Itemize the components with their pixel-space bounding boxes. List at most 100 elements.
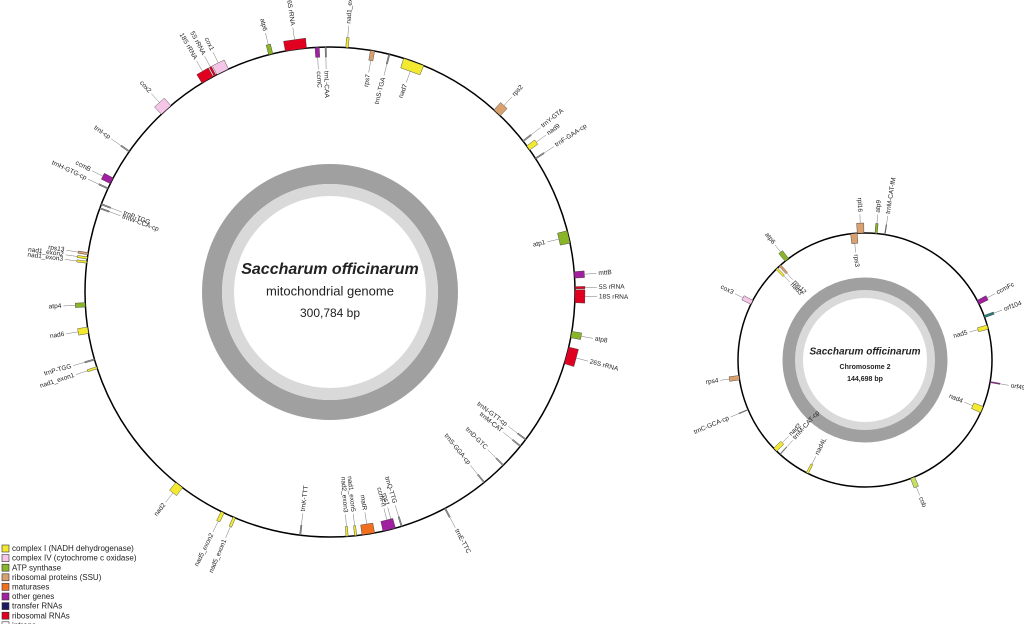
- gene-label: nad1_exon2: [28, 246, 65, 258]
- legend-swatch: [1, 611, 10, 620]
- gene-block: [778, 264, 788, 275]
- gene-block: [353, 525, 357, 536]
- gene-leader: [786, 440, 793, 448]
- gene-block: [850, 233, 859, 244]
- gene-block: [910, 476, 919, 489]
- gene-leader: [387, 507, 392, 520]
- gene-label: rpl16: [856, 198, 864, 213]
- gene-leader: [993, 309, 1003, 314]
- gene-label: nad6: [50, 331, 66, 340]
- gene-leader: [165, 492, 174, 503]
- gene-leader: [301, 513, 304, 526]
- gene-label: nad2: [153, 502, 168, 518]
- gene-block: [971, 402, 984, 413]
- gene-block: [169, 482, 183, 496]
- gene-label: cob: [917, 496, 928, 509]
- gene-leader: [782, 436, 789, 443]
- gene-leader: [584, 273, 597, 275]
- gene-leader: [969, 329, 979, 333]
- gene-label: ccmC: [315, 71, 323, 88]
- gene-leader: [151, 93, 160, 103]
- gene-leader: [507, 426, 518, 434]
- gene-leader: [73, 362, 85, 366]
- legend-swatch: [1, 563, 10, 572]
- gene-leader: [63, 305, 76, 307]
- gene-label: rps3: [852, 254, 860, 268]
- map-subtitle: Chromosome 2: [840, 364, 891, 371]
- gene-label: mttB: [598, 269, 612, 277]
- gene-label: nad2_exon3: [339, 477, 349, 514]
- gene-block: [517, 432, 527, 441]
- gene-block: [216, 511, 225, 523]
- gene-leader: [543, 146, 555, 154]
- gene-leader: [204, 56, 211, 67]
- gene-label: 26S rRNA: [285, 0, 296, 27]
- gene-leader: [734, 293, 744, 299]
- genome-circle: [737, 232, 993, 488]
- gene-label: nad7: [398, 83, 410, 99]
- gene-block: [977, 324, 989, 332]
- gene-leader: [811, 456, 817, 465]
- legend-label: ribosomal RNAs: [12, 611, 70, 620]
- gene-leader: [999, 383, 1009, 386]
- gene-block: [99, 207, 110, 213]
- gene-label: rps1: [380, 492, 390, 506]
- gene-leader: [487, 449, 497, 459]
- genome-map: Saccharum officinarum mitochondrial genom…: [27, 0, 629, 574]
- gene-block: [380, 518, 396, 532]
- gene-label: trnI-cp: [92, 124, 111, 141]
- gene-leader: [383, 508, 388, 521]
- genome-map: Saccharum officinarum Chromosome 2 144,698…: [693, 177, 1024, 509]
- gene-leader: [212, 521, 219, 533]
- gene-label: trnD-GTC: [464, 426, 489, 451]
- gene-label: orf104: [1003, 300, 1023, 313]
- gene-block: [564, 346, 579, 367]
- gene-leader: [986, 293, 996, 299]
- gene-block: [511, 439, 522, 447]
- gene-leader: [109, 211, 121, 216]
- gene-block: [101, 172, 114, 184]
- map-subtitle: mitochondrial genome: [266, 283, 394, 298]
- gene-leader: [886, 215, 889, 225]
- gene-label: ccmFc: [995, 281, 1016, 296]
- gene-block: [84, 358, 95, 364]
- gene-block: [477, 473, 485, 484]
- gene-block: [345, 37, 350, 48]
- gene-block: [574, 289, 586, 304]
- gene-label: trnK-TTT: [300, 485, 310, 512]
- gene-block: [570, 331, 582, 340]
- gene-leader: [876, 214, 878, 224]
- gene-block: [324, 46, 327, 58]
- gene-leader: [530, 127, 541, 136]
- gene-label: atp9: [875, 199, 883, 213]
- gene-block: [265, 43, 274, 56]
- gene-block: [211, 59, 229, 75]
- gene-block: [526, 139, 539, 151]
- gene-leader: [964, 401, 973, 406]
- gene-block: [976, 295, 989, 305]
- gene-label: 5S rRNA: [599, 284, 625, 291]
- gene-block: [360, 522, 375, 536]
- gene-leader: [503, 432, 513, 441]
- gene-leader: [394, 505, 399, 517]
- map-title: Saccharum officinarum: [241, 261, 419, 278]
- gene-block: [773, 440, 785, 452]
- legend-swatch: [1, 592, 10, 601]
- legend-label: introns: [12, 621, 36, 624]
- gene-block: [741, 295, 754, 305]
- gene-label: atp4: [49, 303, 62, 311]
- legend-swatch: [1, 573, 10, 582]
- legend-label: ribosomal proteins (SSU): [12, 573, 102, 582]
- map-title: Saccharum officinarum: [810, 347, 921, 358]
- gene-leader: [91, 170, 103, 177]
- gene-leader: [449, 517, 456, 528]
- gene-block: [574, 286, 586, 289]
- gene-block: [283, 37, 307, 52]
- gene-label: trnL-CAA: [322, 71, 329, 99]
- gene-block: [314, 47, 320, 58]
- gene-leader: [65, 254, 78, 257]
- legend-swatch: [1, 602, 10, 610]
- gene-block: [386, 53, 391, 65]
